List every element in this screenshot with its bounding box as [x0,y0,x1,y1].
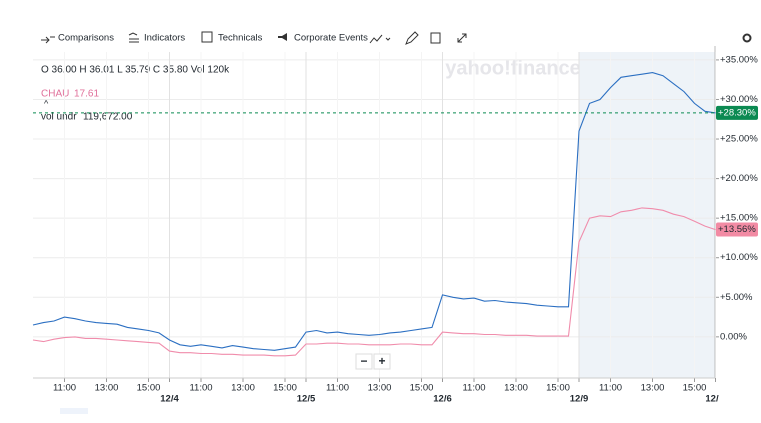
series-line [32,207,716,357]
y-tick-label: +15.00% [720,213,758,224]
x-tick-label: 13:00 [95,383,119,394]
indicators-icon[interactable] [128,32,139,43]
x-tick-label: 11:00 [462,383,485,394]
toolbar-button[interactable]: Comparisons [58,33,114,44]
settings-icon[interactable] [742,33,752,43]
end-label-bg [716,105,758,120]
session-shade [579,52,715,378]
x-tick-label: 15:00 [683,383,707,394]
volume-label: vol undr [41,112,77,123]
watermark: yahoo!finance [445,57,581,79]
x-tick-label: 12/ [705,394,719,405]
collapse-caret[interactable]: ^ [44,98,49,108]
fullscreen-icon[interactable] [457,33,467,43]
x-tick-label: 15:00 [546,383,570,394]
comparisons-icon[interactable] [41,36,55,44]
y-tick-label: +25.00% [720,134,758,145]
chart-type-icon[interactable] [369,34,391,44]
layout-icon[interactable] [430,32,441,44]
end-label: +13.56% [718,224,756,235]
x-tick-label: 12/5 [297,394,316,405]
x-tick-label: 12/9 [570,394,589,405]
toolbar-button[interactable]: Corporate Events [294,33,368,44]
x-tick-label: 13:00 [368,383,392,394]
x-tick-label: 13:00 [504,383,528,394]
ohlc: O 36.00 H 36.01 L 35.79 C 35.80 Vol 120k [41,65,230,76]
x-tick-label: 11:00 [599,383,622,394]
legend-value: 17.61 [74,89,99,100]
end-label: +28.30% [718,107,756,118]
x-tick-label: 12/6 [433,394,452,405]
draw-icon[interactable] [405,31,419,45]
toolbar-button[interactable]: Indicators [144,33,185,44]
x-tick-label: 13:00 [641,383,665,394]
y-tick-label: +30.00% [720,94,758,105]
volume-value: 119,672.00 [83,112,133,123]
x-tick-label: 11:00 [326,383,349,394]
events-icon[interactable] [278,33,287,41]
zoom-button[interactable] [373,353,391,370]
x-tick-label: 11:00 [53,383,76,394]
series-line [32,72,716,351]
zoom-button[interactable] [355,353,373,370]
x-tick-label: 13:00 [231,383,255,394]
scrollbar [60,408,88,414]
zoom-label[interactable]: − [360,354,367,368]
y-tick-label: +5.00% [720,292,753,303]
x-tick-label: 15:00 [410,383,434,394]
x-tick-label: 11:00 [189,383,212,394]
x-tick-label: 15:00 [137,383,161,394]
y-tick-label: +20.00% [720,173,758,184]
y-tick-label: +35.00% [720,54,758,65]
x-tick-label: 12/4 [160,394,179,405]
x-tick-label: 15:00 [273,383,297,394]
y-tick-label: +10.00% [720,252,758,263]
toolbar-button[interactable]: Technicals [218,33,263,44]
y-tick-label: 0.00% [720,331,747,342]
technicals-icon[interactable] [201,31,213,43]
zoom-label[interactable]: + [378,354,385,368]
legend-name: CHAU [41,89,69,100]
end-label-bg [716,222,758,237]
